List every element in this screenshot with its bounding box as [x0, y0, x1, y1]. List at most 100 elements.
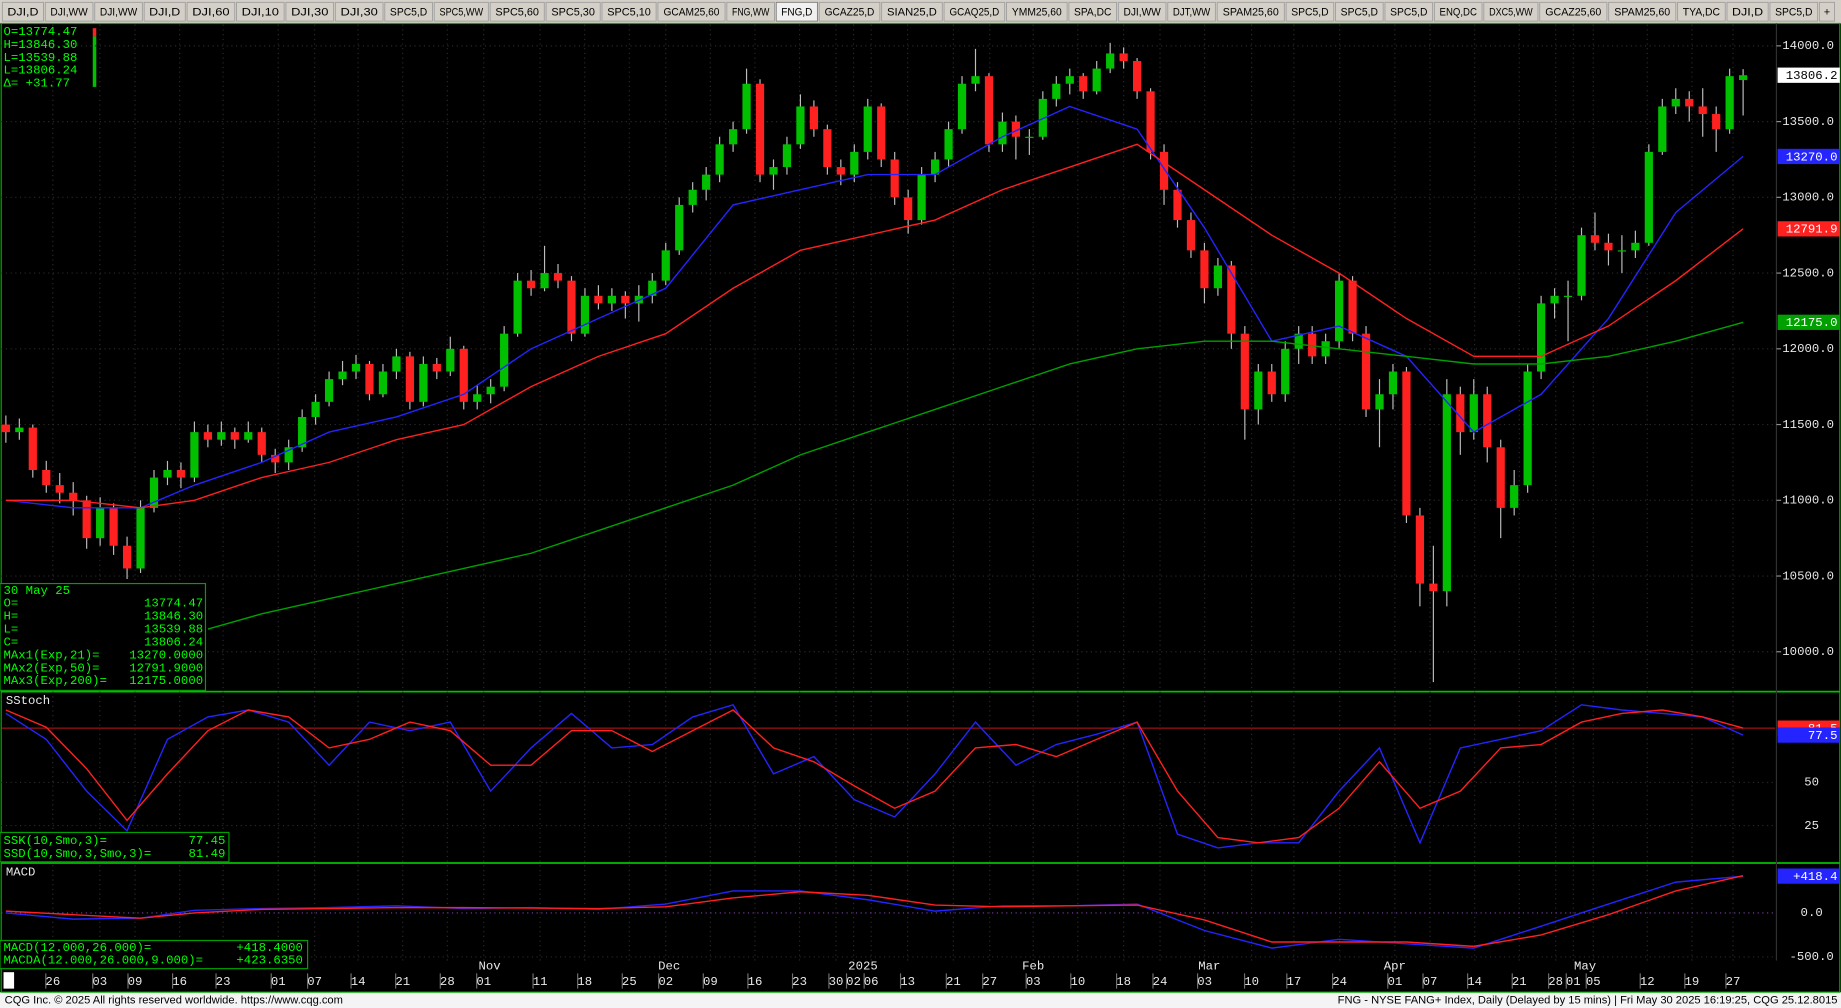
tab-label[interactable]: DJI,WW	[50, 6, 88, 18]
candle-body	[1658, 106, 1667, 152]
tab[interactable]	[881, 1, 943, 22]
tab[interactable]	[1769, 1, 1819, 22]
tab[interactable]	[1677, 1, 1726, 22]
tab[interactable]	[489, 1, 545, 22]
tab-label[interactable]: FNG,WW	[732, 6, 770, 18]
date-label: 14	[351, 975, 366, 989]
tab-label[interactable]: DJI,WW	[100, 6, 138, 18]
macd-tag: +418.4	[1793, 870, 1837, 884]
y-tick-label: 11500.0	[1782, 418, 1834, 432]
tab-label[interactable]: GCAQ25,D	[949, 6, 999, 18]
candle-body	[1388, 371, 1398, 395]
date-label: 30	[829, 975, 844, 989]
candle-body	[69, 492, 78, 501]
tab-label[interactable]: SPC5,D	[1390, 6, 1427, 18]
tab[interactable]	[1216, 1, 1285, 22]
tab[interactable]	[775, 1, 818, 22]
tab[interactable]	[143, 1, 186, 22]
candle-body	[1537, 303, 1546, 372]
tab-label[interactable]: SPC5,WW	[440, 6, 484, 18]
tab[interactable]	[236, 1, 285, 22]
tab[interactable]	[285, 1, 335, 22]
tab-label[interactable]: SPC5,D	[1341, 6, 1378, 18]
tab[interactable]	[1433, 1, 1483, 22]
tab-label[interactable]: DJT,WW	[1173, 6, 1211, 18]
tab[interactable]	[94, 1, 143, 22]
candle-body	[1038, 98, 1047, 137]
tab-label[interactable]: SPAM25,60	[1223, 6, 1279, 18]
macd-tag-bg	[1777, 868, 1840, 884]
tab-label[interactable]: GCAZ25,60	[1545, 6, 1601, 18]
tab-label[interactable]: YMM25,60	[1012, 6, 1062, 18]
tab-label[interactable]: DJI,60	[192, 6, 229, 18]
tab[interactable]	[1335, 1, 1384, 22]
tab[interactable]	[44, 1, 94, 22]
macd-info-value: +423.6350	[236, 954, 302, 968]
tab[interactable]	[943, 1, 1006, 22]
y-tick-label: 50	[1804, 776, 1819, 790]
tab-label[interactable]: FNG,D	[781, 6, 812, 18]
scroll-box[interactable]	[3, 972, 15, 989]
tab[interactable]	[1726, 1, 1769, 22]
panel	[1, 42, 1748, 683]
tab-label[interactable]: DJI,D	[7, 6, 38, 18]
candle-body	[1213, 265, 1223, 289]
tab-label[interactable]: DJI,30	[291, 6, 328, 18]
tab[interactable]	[726, 1, 775, 22]
tab-label[interactable]: TYA,DC	[1683, 6, 1720, 18]
tab[interactable]	[186, 1, 236, 22]
candle-body	[1685, 98, 1694, 107]
macd-info-box	[0, 939, 309, 970]
tab[interactable]	[384, 1, 433, 22]
tab[interactable]	[1285, 1, 1335, 22]
candle-body	[284, 447, 293, 463]
candle-body	[1173, 189, 1182, 221]
stoch-tag: 77.5	[1808, 729, 1838, 743]
tab[interactable]	[657, 1, 726, 22]
tab-label[interactable]: GCAZ25,D	[825, 6, 875, 18]
tab-label[interactable]: SPC5,D	[1291, 6, 1328, 18]
tab-label[interactable]: SPC5,D	[1775, 6, 1812, 18]
tab[interactable]	[1608, 1, 1677, 22]
tab[interactable]	[1068, 1, 1118, 22]
tab[interactable]	[818, 1, 881, 22]
ma-price-tag-bg	[1777, 148, 1840, 165]
tab-label[interactable]: DJI,D	[1732, 6, 1763, 18]
tab-label[interactable]: SPC5,D	[390, 6, 427, 18]
tab[interactable]	[1167, 1, 1216, 22]
tab-label[interactable]: DJI,WW	[1123, 6, 1161, 18]
tab[interactable]	[1818, 1, 1836, 22]
candle-body	[675, 204, 684, 251]
tab-label[interactable]: SPAM25,60	[1614, 6, 1670, 18]
tab-label[interactable]: SIAN25,D	[887, 6, 937, 18]
tab-label[interactable]: SPC5,10	[607, 6, 651, 18]
tab[interactable]	[334, 1, 384, 22]
tab-label[interactable]: SPC5,60	[495, 6, 539, 18]
tab-label[interactable]: DJI,D	[149, 6, 180, 18]
tab-label[interactable]: +	[1824, 6, 1830, 18]
moving-average-line	[5, 143, 1744, 509]
info-label: O=	[4, 597, 19, 611]
tab[interactable]	[1005, 1, 1068, 22]
candle-body	[500, 333, 509, 387]
tab[interactable]	[433, 1, 489, 22]
panel: 26 03 09 16 23 01 07 14 21 28 01 11 18 25 02 09 16 23 30 02…	[1, 24, 1834, 989]
tab[interactable]	[601, 1, 657, 22]
tab-label[interactable]: SPC5,30	[551, 6, 595, 18]
tab[interactable]	[1539, 1, 1608, 22]
tab-label[interactable]: GCAM25,60	[663, 6, 719, 18]
date-label: 24	[1332, 975, 1347, 989]
tab[interactable]	[545, 1, 601, 22]
tab-label[interactable]: DJI,10	[242, 6, 279, 18]
tab-label[interactable]: ENQ,DC	[1440, 6, 1477, 18]
tab-label[interactable]: DXC5,WW	[1489, 6, 1533, 18]
candle-body	[782, 144, 792, 168]
quote-line: L=13806.24	[4, 64, 78, 78]
candle-body	[944, 129, 953, 160]
tab-label[interactable]: SPA,DC	[1074, 6, 1111, 18]
tab-label[interactable]: DJI,30	[341, 6, 378, 18]
tab[interactable]	[1, 1, 44, 22]
tab[interactable]	[1117, 1, 1167, 22]
tab[interactable]	[1483, 1, 1539, 22]
tab[interactable]	[1384, 1, 1434, 22]
